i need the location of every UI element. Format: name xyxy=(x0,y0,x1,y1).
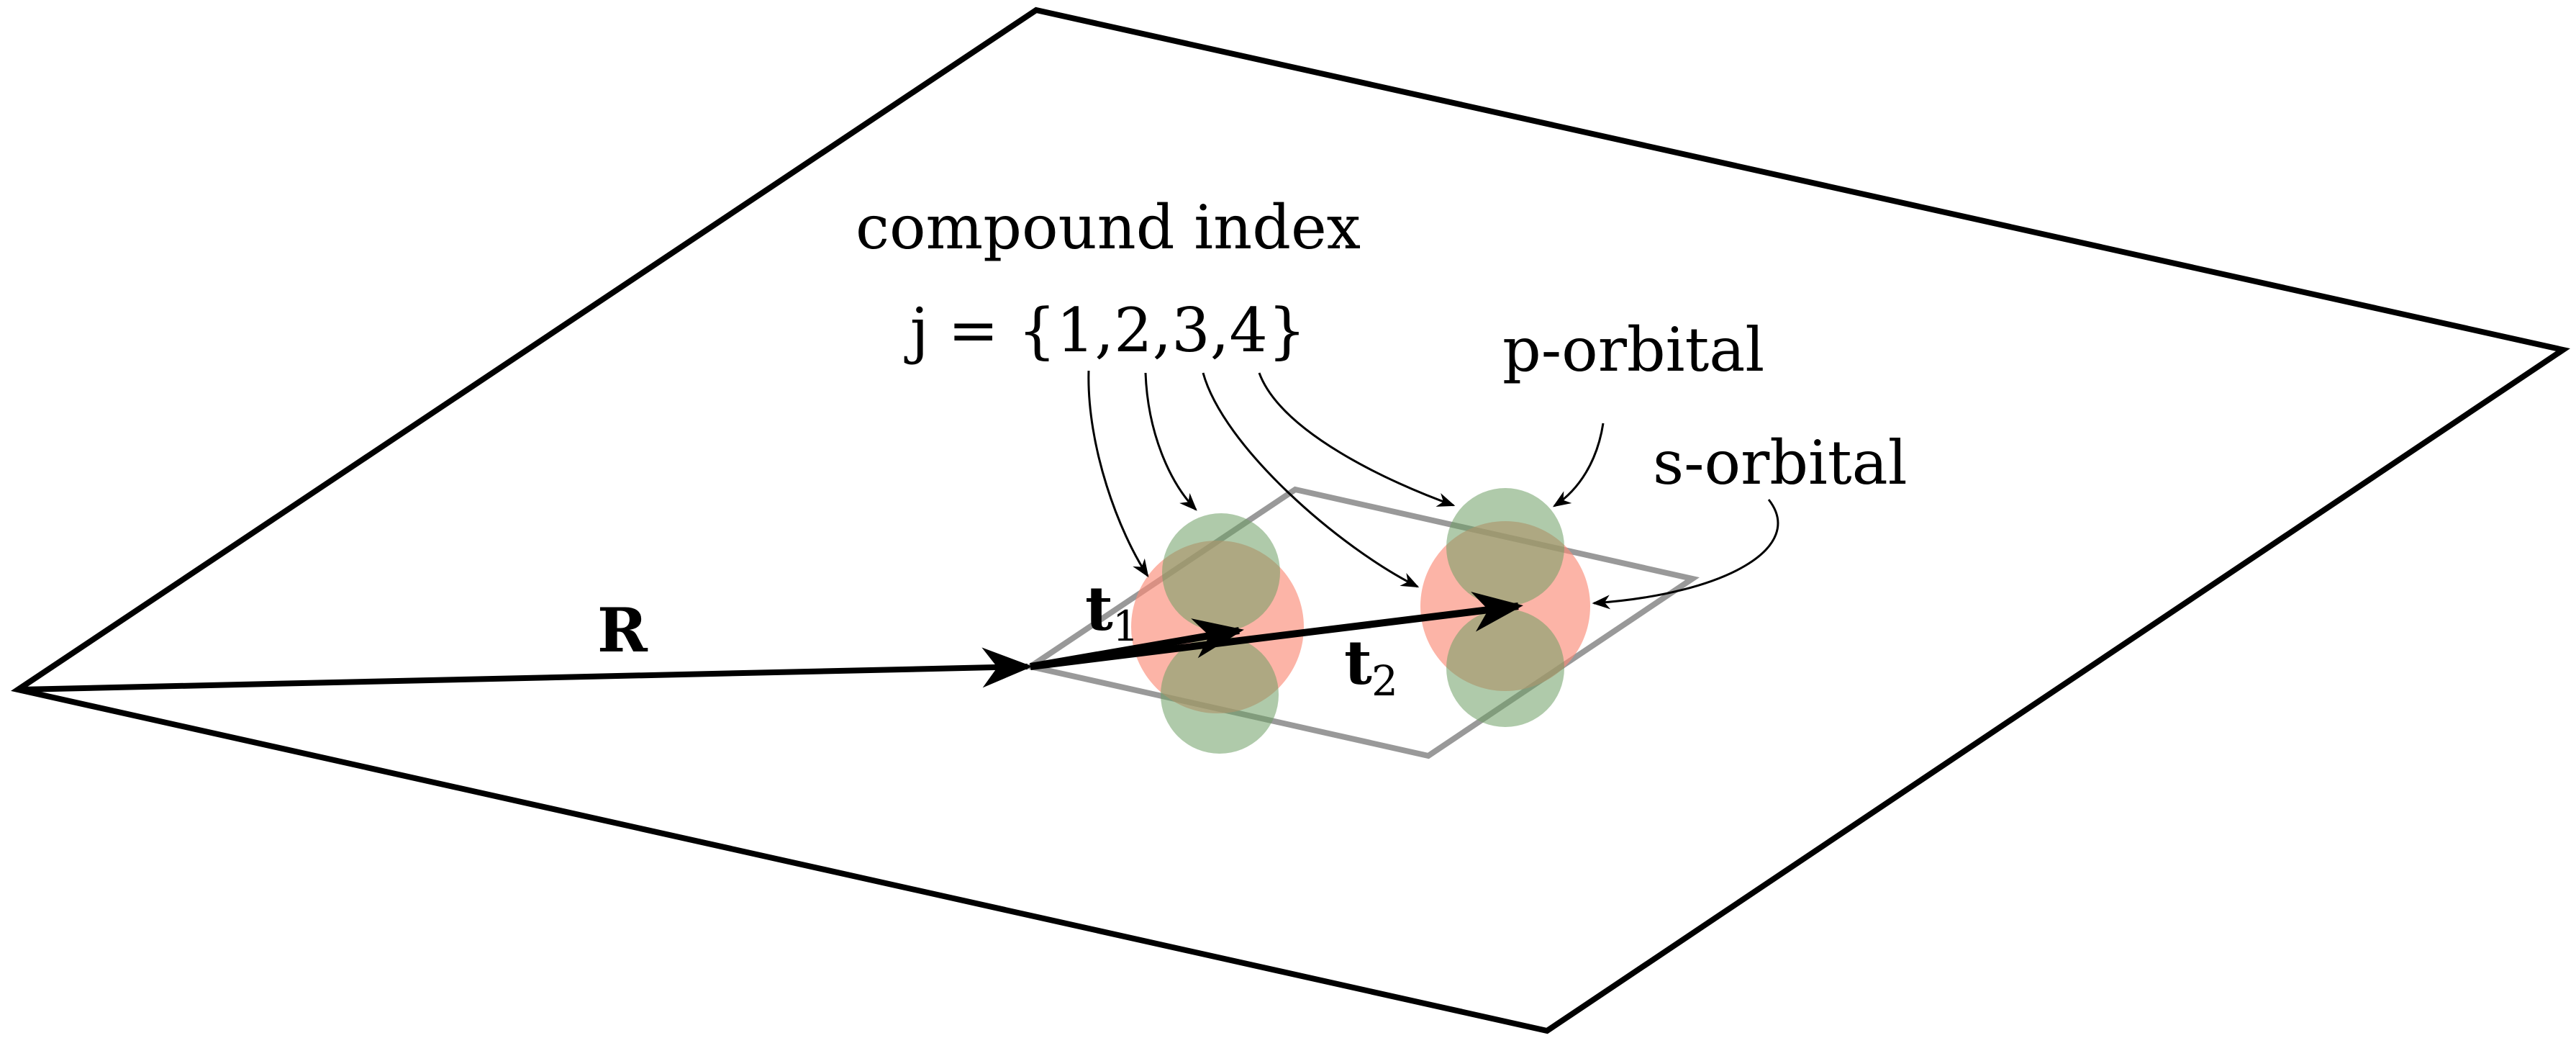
compound-index-title: compound index xyxy=(856,192,1361,263)
vector-t2-label: t xyxy=(1344,627,1372,698)
pointer-curve-3 xyxy=(1202,372,1420,588)
pointer-curve-2 xyxy=(1144,372,1197,511)
vector-R-label: R xyxy=(597,595,648,666)
pointer-curve-s-orbital xyxy=(1592,499,1779,610)
vector-t1-label: t xyxy=(1085,573,1113,644)
vector-t1-subscript: 1 xyxy=(1112,602,1139,651)
p-orbital-upper-lobe-site-2 xyxy=(1446,488,1564,606)
pointer-curve-1 xyxy=(1087,370,1149,578)
vector-t2-arrow xyxy=(1030,591,1523,670)
p-orbital-lower-lobe-site-2 xyxy=(1446,609,1564,727)
p-orbital-label: p-orbital xyxy=(1502,315,1764,385)
pointer-curve-p-orbital xyxy=(1552,423,1605,507)
pointer-curve-4 xyxy=(1258,372,1456,507)
s-orbital-label: s-orbital xyxy=(1653,428,1908,498)
vector-t2-subscript: 2 xyxy=(1371,656,1398,705)
vector-R-arrow xyxy=(19,647,1033,692)
compound-index-set: j = {1,2,3,4} xyxy=(904,295,1307,366)
p-orbital-upper-lobe-site-1 xyxy=(1162,513,1280,631)
plane-outline xyxy=(10,6,2570,1034)
p-orbital-lower-lobe-site-1 xyxy=(1161,636,1279,754)
